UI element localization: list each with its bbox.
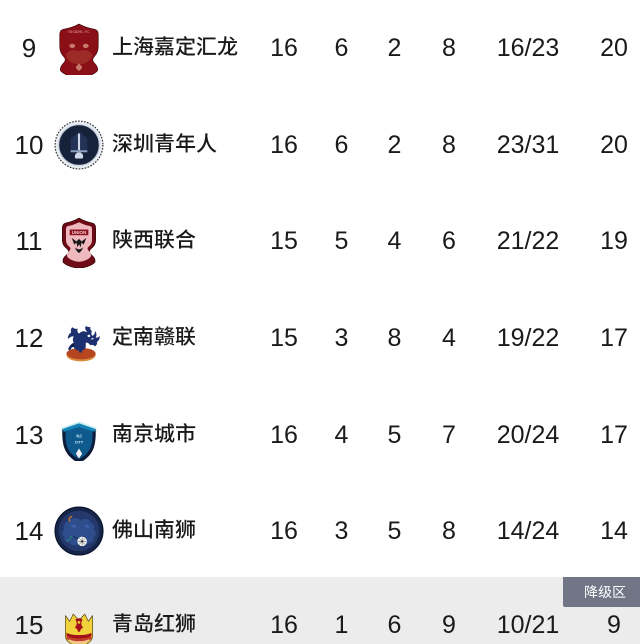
svg-text:UNION: UNION	[72, 230, 86, 235]
svg-text:SHJDHL FC: SHJDHL FC	[68, 28, 90, 33]
svg-text:NJ: NJ	[76, 433, 82, 438]
svg-text:CITY: CITY	[75, 440, 84, 444]
